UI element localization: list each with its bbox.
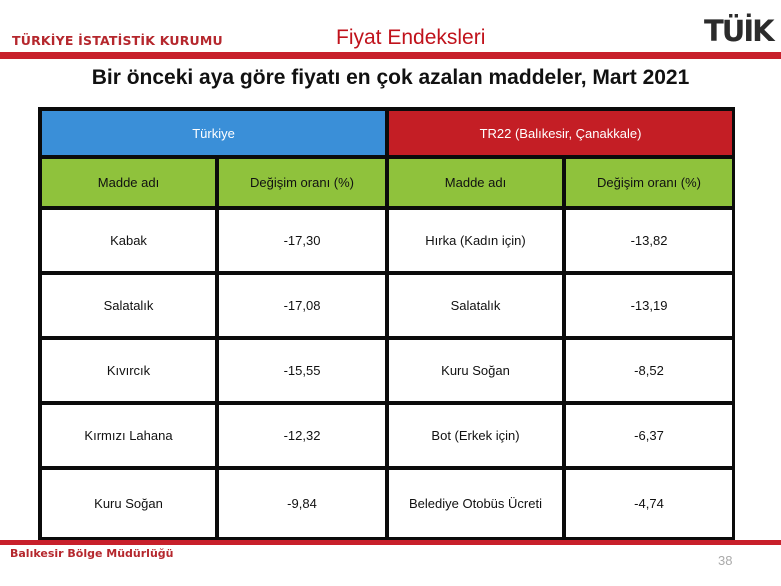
top-rule xyxy=(0,52,781,59)
table-cell-change: -17,30 xyxy=(219,210,385,271)
table-cell-item: Salatalık xyxy=(389,275,562,336)
group-header-turkiye: Türkiye xyxy=(42,111,385,155)
table-cell-item: Kuru Soğan xyxy=(42,470,215,537)
group-header-region: TR22 (Balıkesir, Çanakkale) xyxy=(389,111,732,155)
table-cell-item: Kuru Soğan xyxy=(389,340,562,401)
table-cell-change: -6,37 xyxy=(566,405,732,466)
table-cell-change: -4,74 xyxy=(566,470,732,537)
table-cell-item: Belediye Otobüs Ücreti xyxy=(389,470,562,537)
slide-title: Bir önceki aya göre fiyatı en çok azalan… xyxy=(91,66,690,89)
column-header-change: Değişim oranı (%) xyxy=(219,159,385,206)
regional-office: Balıkesir Bölge Müdürlüğü xyxy=(10,547,174,560)
column-header-change: Değişim oranı (%) xyxy=(566,159,732,206)
page-number: 38 xyxy=(718,553,733,568)
table-cell-change: -15,55 xyxy=(219,340,385,401)
price-change-table: Türkiye TR22 (Balıkesir, Çanakkale) Madd… xyxy=(38,107,735,541)
column-header-item: Madde adı xyxy=(42,159,215,206)
table-cell-item: Salatalık xyxy=(42,275,215,336)
bottom-rule xyxy=(0,540,781,545)
table-cell-item: Bot (Erkek için) xyxy=(389,405,562,466)
table-cell-change: -13,82 xyxy=(566,210,732,271)
table-cell-change: -8,52 xyxy=(566,340,732,401)
table-cell-item: Hırka (Kadın için) xyxy=(389,210,562,271)
table-cell-change: -17,08 xyxy=(219,275,385,336)
column-header-item: Madde adı xyxy=(389,159,562,206)
organization-name: TÜRKİYE İSTATİSTİK KURUMU xyxy=(12,33,223,48)
table-cell-change: -9,84 xyxy=(219,470,385,537)
tuik-logo: TÜİK xyxy=(704,14,775,48)
table-cell-change: -12,32 xyxy=(219,405,385,466)
header-title: Fiyat Endeksleri xyxy=(336,26,486,49)
table-cell-item: Kıvırcık xyxy=(42,340,215,401)
table-cell-item: Kabak xyxy=(42,210,215,271)
table-cell-change: -13,19 xyxy=(566,275,732,336)
table-cell-item: Kırmızı Lahana xyxy=(42,405,215,466)
